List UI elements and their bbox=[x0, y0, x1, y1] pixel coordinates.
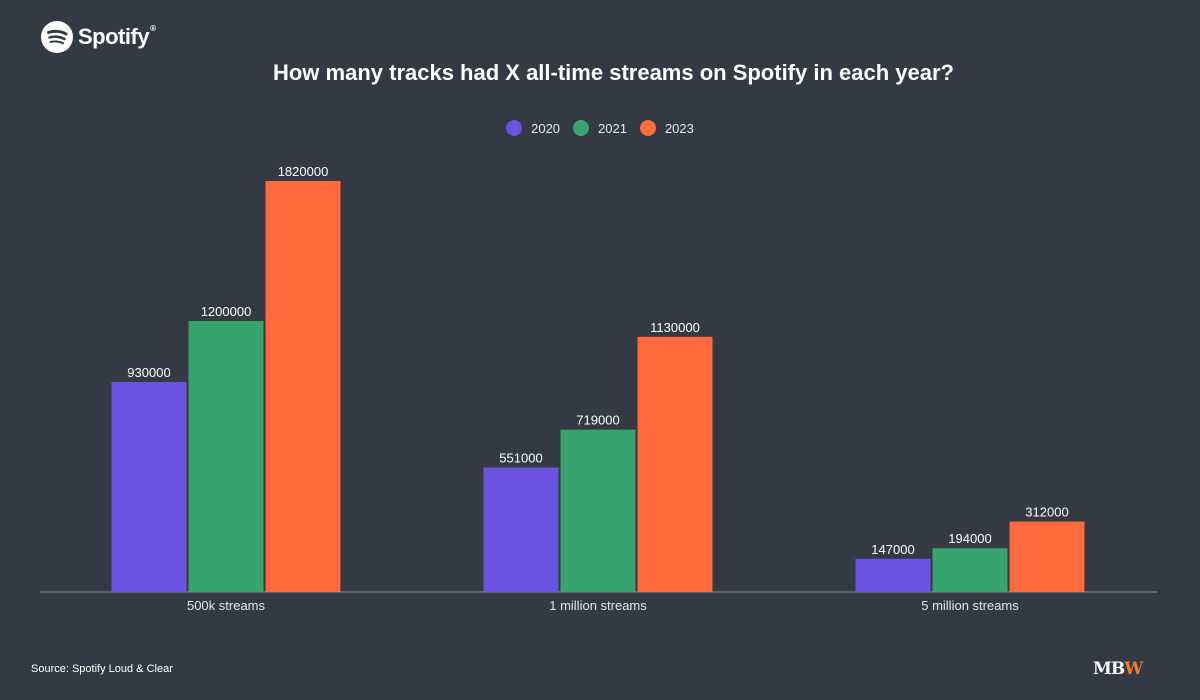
bar-2020-3[interactable] bbox=[855, 558, 931, 592]
data-label-2023-3: 312000 bbox=[1025, 505, 1068, 520]
bar-2023-1[interactable] bbox=[265, 181, 341, 592]
x-tick-label-1: 500k streams bbox=[187, 598, 266, 613]
data-label-2020-3: 147000 bbox=[871, 542, 914, 557]
bar-2023-2[interactable] bbox=[637, 336, 713, 592]
bar-2021-1[interactable] bbox=[188, 321, 264, 592]
data-label-2020-2: 551000 bbox=[499, 451, 542, 466]
legend-label-2021: 2021 bbox=[598, 120, 627, 136]
legend-item-2023[interactable]: 2023 bbox=[639, 120, 694, 136]
data-label-2020-1: 930000 bbox=[127, 365, 170, 380]
source-note: Source: Spotify Loud & Clear bbox=[31, 663, 173, 675]
data-label-2023-2: 1130000 bbox=[650, 320, 700, 335]
legend-swatch-2020 bbox=[506, 120, 523, 136]
x-tick-label-3: 5 million streams bbox=[921, 598, 1019, 613]
x-tick-label-2: 1 million streams bbox=[549, 598, 647, 613]
chart-legend: 2020 2021 2023 bbox=[0, 120, 1200, 136]
data-label-2021-1: 1200000 bbox=[201, 304, 252, 319]
chart-title: How many tracks had X all-time streams o… bbox=[272, 60, 954, 85]
bar-2020-2[interactable] bbox=[483, 467, 559, 592]
bar-2021-2[interactable] bbox=[560, 429, 636, 592]
bar-2021-3[interactable] bbox=[932, 548, 1008, 592]
spotify-logo-icon bbox=[41, 21, 73, 53]
legend-label-2020: 2020 bbox=[531, 120, 561, 136]
legend-item-2020[interactable]: 2020 bbox=[506, 120, 560, 136]
spotify-logo: Spotify® bbox=[41, 21, 156, 53]
spotify-wordmark: Spotify® bbox=[78, 24, 156, 49]
legend-swatch-2023 bbox=[639, 120, 656, 136]
data-label-2021-2: 719000 bbox=[576, 413, 619, 428]
legend-swatch-2021 bbox=[573, 120, 590, 136]
legend-label-2023: 2023 bbox=[664, 120, 694, 136]
bar-2020-1[interactable] bbox=[111, 381, 187, 592]
legend-item-2021[interactable]: 2021 bbox=[573, 120, 627, 136]
data-label-2023-1: 1820000 bbox=[278, 164, 329, 179]
mbw-logo: MBW bbox=[1093, 659, 1143, 679]
bar-2023-3[interactable] bbox=[1009, 521, 1085, 592]
data-label-2021-3: 194000 bbox=[948, 531, 991, 546]
